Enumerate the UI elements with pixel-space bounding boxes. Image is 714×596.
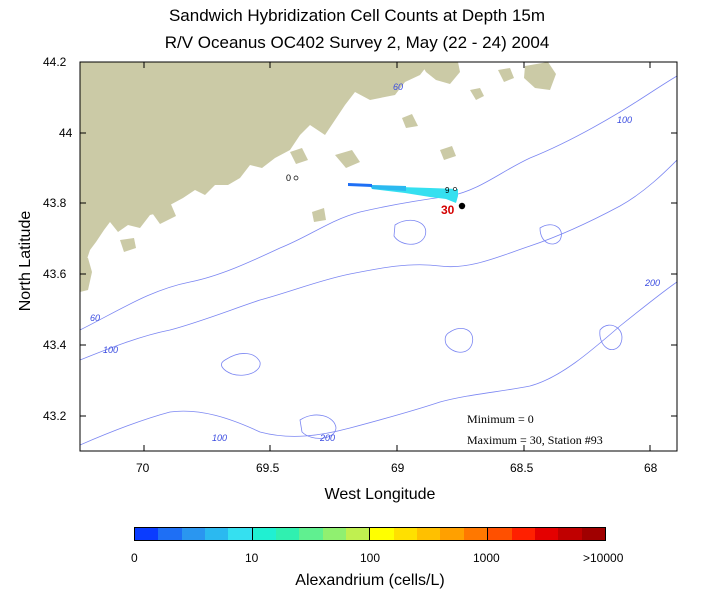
x-tick-label: 69 (391, 461, 405, 475)
x-tick-label: 70 (136, 461, 150, 475)
chart-title: Sandwich Hybridization Cell Counts at De… (168, 6, 546, 25)
plot-frame (79, 61, 678, 452)
y-tick-label: 44 (59, 126, 73, 140)
cell-count-plume (370, 186, 458, 203)
colorbar-title: Alexandrium (cells/L) (295, 572, 445, 589)
station-marker-empty (453, 187, 457, 191)
island (312, 208, 326, 222)
colorbar-label: >10000 (583, 551, 624, 565)
island (120, 238, 136, 252)
contour-label: 60 (393, 82, 403, 92)
depth-contour (80, 75, 677, 331)
depth-contour (221, 353, 261, 376)
x-tick-label: 69.5 (256, 461, 280, 475)
depth-contour (444, 328, 474, 353)
y-tick-label: 43.4 (43, 338, 67, 352)
colorbar-swatch (299, 528, 323, 540)
cell-count-plume-mid (372, 185, 406, 191)
colorbar-swatch (393, 528, 418, 540)
station-marker-empty (293, 175, 299, 181)
colorbar-swatch (205, 528, 229, 540)
colorbar-swatch (581, 528, 605, 540)
y-tick-label: 43.2 (43, 409, 67, 423)
colorbar-swatch (181, 528, 206, 540)
island (402, 114, 418, 128)
contour-label: 100 (617, 115, 632, 125)
depth-contour (539, 224, 562, 245)
colorbar-label: 1000 (473, 551, 500, 565)
colorbar-swatch (488, 528, 512, 540)
colorbar-swatch (370, 528, 394, 540)
island (150, 202, 176, 224)
colorbar-swatch (252, 528, 277, 540)
y-tick-label: 44.2 (43, 55, 67, 69)
cell-count-plume-edge (348, 183, 372, 187)
island (470, 88, 484, 100)
contour-label: 200 (644, 278, 660, 288)
max-station-marker (458, 202, 466, 210)
island (440, 146, 456, 160)
y-tick-label: 43.6 (43, 267, 67, 281)
x-tick-label: 68 (644, 461, 658, 475)
depth-contour (393, 219, 427, 245)
minimum-note: Minimum = 0 (467, 412, 534, 426)
y-axis-title: North Latitude (17, 210, 34, 312)
colorbar-swatch (135, 528, 159, 540)
contour-label: 200 (319, 433, 335, 443)
colorbar-swatch (346, 528, 371, 540)
axis-ticks (80, 61, 677, 451)
depth-contour (299, 414, 337, 439)
contour-label: 100 (103, 345, 118, 355)
station-label-zero: 0 (286, 173, 291, 183)
contour-label: 100 (212, 433, 227, 443)
depth-contour (599, 324, 623, 350)
max-station-label: 30 (441, 203, 455, 217)
island (524, 62, 556, 90)
contour-label: 60 (90, 313, 100, 323)
colorbar-swatch (440, 528, 464, 540)
colorbar-swatch (463, 528, 489, 540)
island (335, 150, 360, 168)
coastline-land (80, 62, 430, 275)
map-plot: 60 100 60 100 200 100 200 0 9 30 (79, 61, 678, 452)
colorbar-swatch (158, 528, 182, 540)
colorbar-label: 10 (245, 551, 259, 565)
maximum-note: Maximum = 30, Station #93 (467, 433, 603, 447)
island (290, 148, 308, 164)
colorbar-label: 0 (131, 551, 138, 565)
station-label-nine: 9 (445, 186, 450, 195)
depth-contour (80, 281, 677, 446)
colorbar-swatch (511, 528, 535, 540)
colorbar-swatch (417, 528, 441, 540)
colorbar-label: 100 (360, 551, 381, 565)
island (498, 68, 514, 82)
x-axis-title: West Longitude (324, 486, 436, 503)
colorbar-swatch (558, 528, 582, 540)
depth-contour (80, 159, 677, 361)
colorbar-swatch (228, 528, 253, 540)
colorbar-swatch (322, 528, 347, 540)
colorbar-swatch (534, 528, 559, 540)
island (420, 62, 460, 84)
colorbar-swatch (276, 528, 300, 540)
colorbar (134, 527, 606, 541)
y-tick-label: 43.8 (43, 196, 67, 210)
chart-subtitle: R/V Oceanus OC402 Survey 2, May (22 - 24… (164, 33, 550, 52)
x-tick-label: 68.5 (510, 461, 534, 475)
